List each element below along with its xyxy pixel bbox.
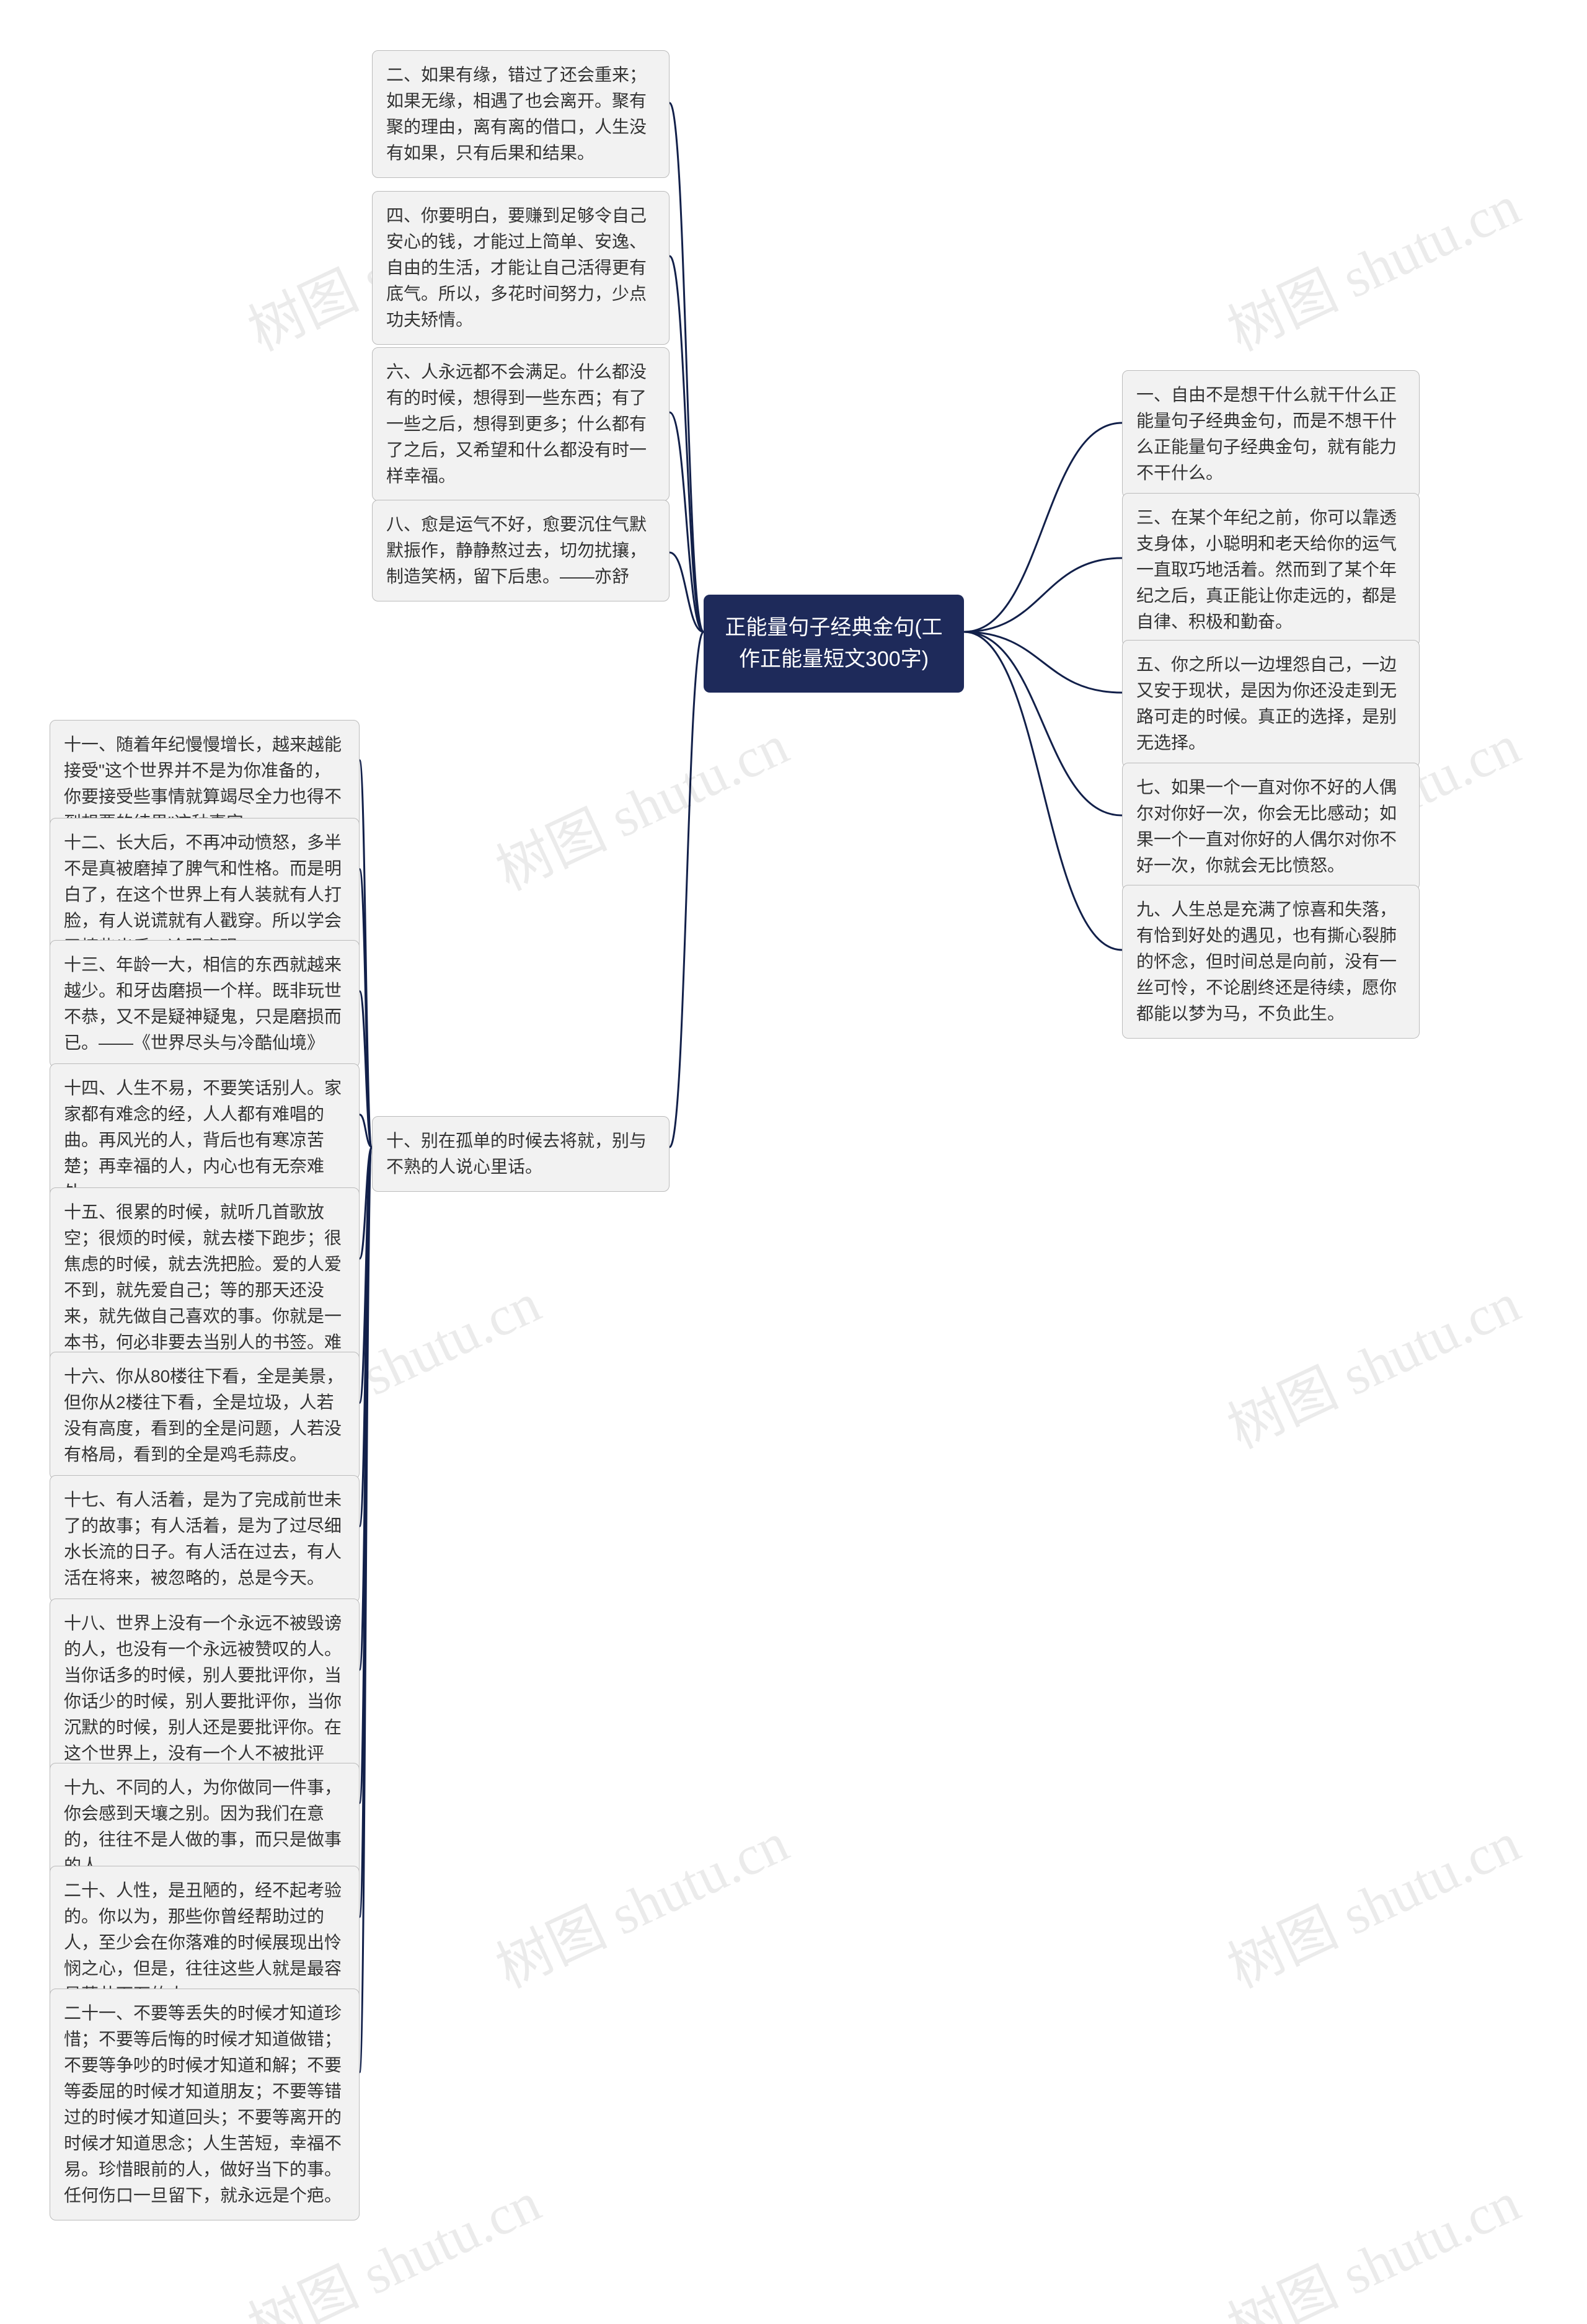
watermark: 树图 shutu.cn xyxy=(1213,2157,1531,2324)
leaf-node-r9[interactable]: 九、人生总是充满了惊喜和失落，有恰到好处的遇见，也有撕心裂肺的怀念，但时间总是向… xyxy=(1122,885,1420,1039)
leaf-node-l8[interactable]: 八、愈是运气不好，愈要沉住气默默振作，静静熬过去，切勿扰攘，制造笑柄，留下后患。… xyxy=(372,500,670,601)
watermark: 树图 shutu.cn xyxy=(481,1798,799,2003)
watermark: 树图 shutu.cn xyxy=(1213,1258,1531,1463)
leaf-node-l4[interactable]: 四、你要明白，要赚到足够令自己安心的钱，才能过上简单、安逸、自由的生活，才能让自… xyxy=(372,191,670,345)
leaf-node-r5[interactable]: 五、你之所以一边埋怨自己，一边又安于现状，是因为你还没走到无路可走的时候。真正的… xyxy=(1122,640,1420,768)
root-node[interactable]: 正能量句子经典金句(工作正能量短文300字) xyxy=(704,595,964,693)
leaf-node-l13[interactable]: 十三、年龄一大，相信的东西就越来越少。和牙齿磨损一个样。既非玩世不恭，又不是疑神… xyxy=(50,940,360,1068)
leaf-node-l16[interactable]: 十六、你从80楼往下看，全是美景，但你从2楼往下看，全是垃圾，人若没有高度，看到… xyxy=(50,1352,360,1479)
leaf-node-r1[interactable]: 一、自由不是想干什么就干什么正能量句子经典金句，而是不想干什么正能量句子经典金句… xyxy=(1122,370,1420,498)
watermark: 树图 shutu.cn xyxy=(1213,161,1531,366)
leaf-node-r3[interactable]: 三、在某个年纪之前，你可以靠透支身体，小聪明和老天给你的运气一直取巧地活着。然而… xyxy=(1122,493,1420,647)
leaf-node-l6[interactable]: 六、人永远都不会满足。什么都没有的时候，想得到一些东西；有了一些之后，想得到更多… xyxy=(372,347,670,501)
watermark: 树图 shutu.cn xyxy=(1213,1798,1531,2003)
mindmap-canvas: 树图 shutu.cn 树图 shutu.cn 树图 shutu.cn 树图 shut… xyxy=(0,0,1587,2324)
watermark: 树图 shutu.cn xyxy=(481,700,799,905)
leaf-node-l2[interactable]: 二、如果有缘，错过了还会重来；如果无缘，相遇了也会离开。聚有聚的理由，离有离的借… xyxy=(372,50,670,178)
leaf-node-l10[interactable]: 十、别在孤单的时候去将就，别与不熟的人说心里话。 xyxy=(372,1116,670,1192)
leaf-node-l17[interactable]: 十七、有人活着，是为了完成前世未了的故事；有人活着，是为了过尽细水长流的日子。有… xyxy=(50,1475,360,1603)
leaf-node-l21[interactable]: 二十一、不要等丢失的时候才知道珍惜；不要等后悔的时候才知道做错；不要等争吵的时候… xyxy=(50,1989,360,2220)
leaf-node-r7[interactable]: 七、如果一个一直对你不好的人偶尔对你好一次，你会无比感动；如果一个一直对你好的人… xyxy=(1122,763,1420,890)
